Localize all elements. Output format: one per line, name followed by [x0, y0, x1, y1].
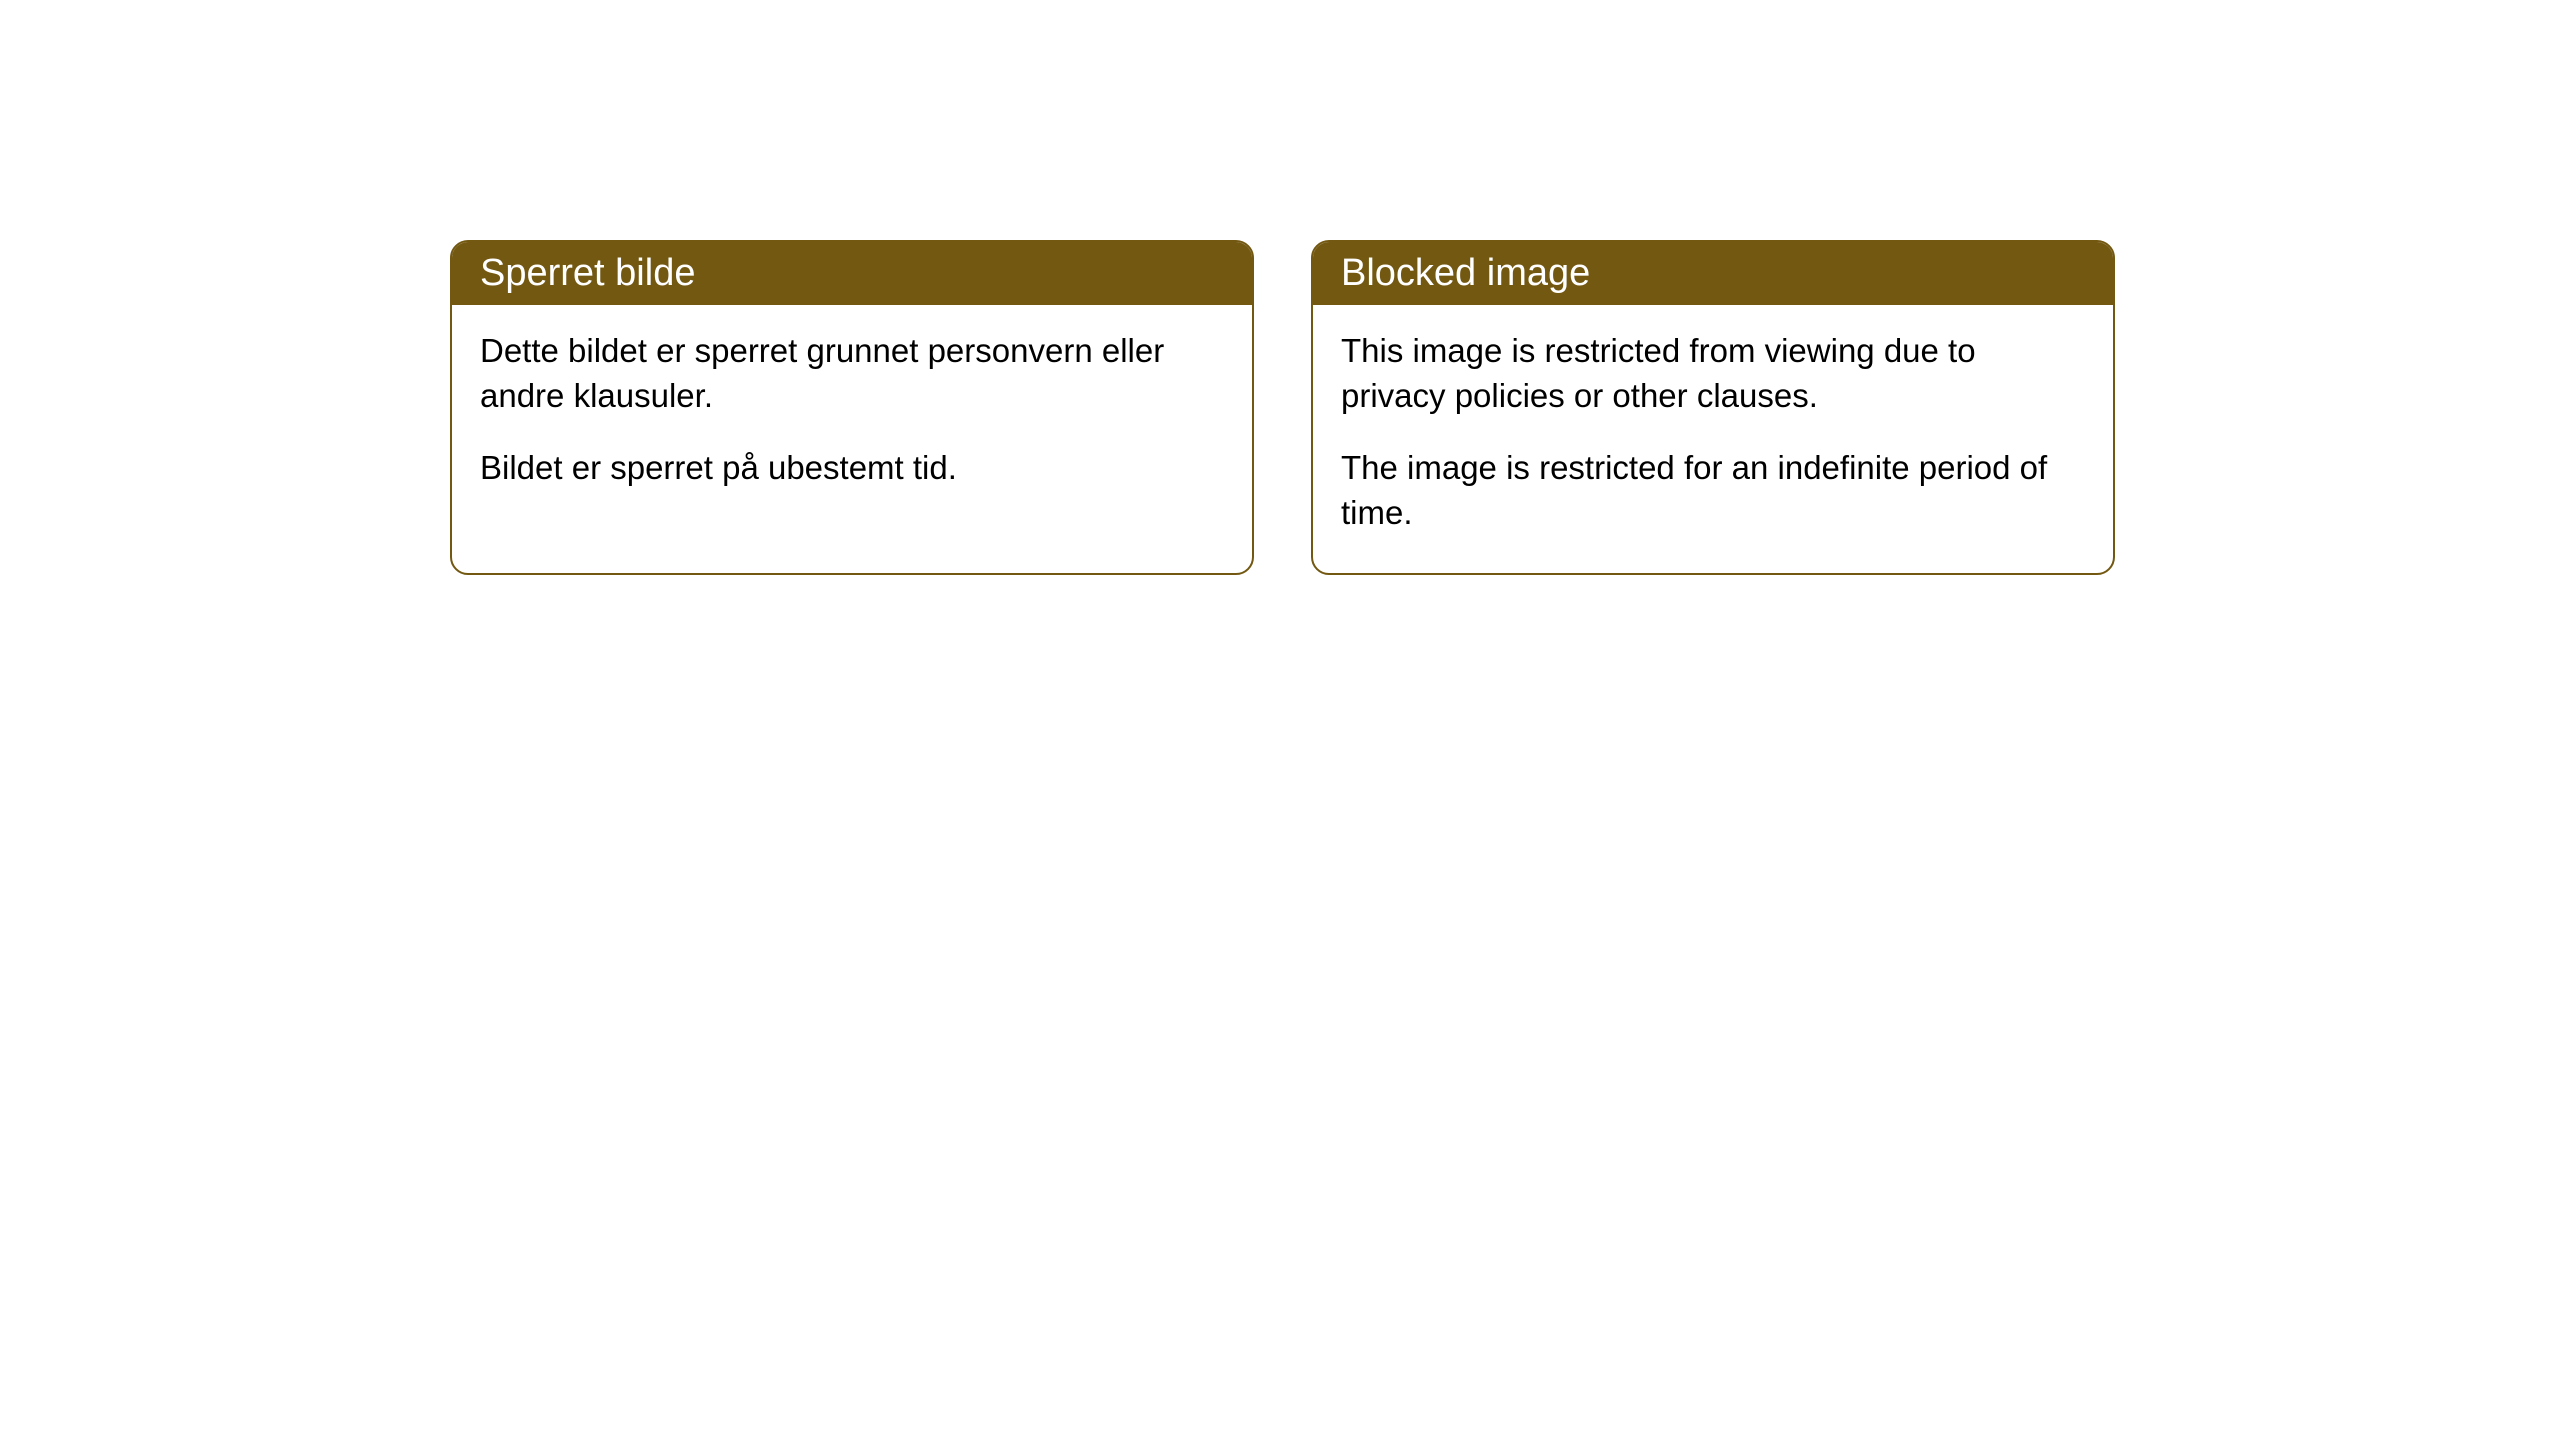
card-norwegian: Sperret bilde Dette bildet er sperret gr…	[450, 240, 1254, 575]
card-body-english: This image is restricted from viewing du…	[1313, 305, 2113, 573]
card-paragraph-1-english: This image is restricted from viewing du…	[1341, 329, 2085, 418]
card-header-norwegian: Sperret bilde	[452, 242, 1252, 305]
card-paragraph-1-norwegian: Dette bildet er sperret grunnet personve…	[480, 329, 1224, 418]
card-paragraph-2-english: The image is restricted for an indefinit…	[1341, 446, 2085, 535]
card-body-norwegian: Dette bildet er sperret grunnet personve…	[452, 305, 1252, 529]
card-header-english: Blocked image	[1313, 242, 2113, 305]
card-paragraph-2-norwegian: Bildet er sperret på ubestemt tid.	[480, 446, 1224, 491]
cards-container: Sperret bilde Dette bildet er sperret gr…	[450, 240, 2115, 575]
card-english: Blocked image This image is restricted f…	[1311, 240, 2115, 575]
